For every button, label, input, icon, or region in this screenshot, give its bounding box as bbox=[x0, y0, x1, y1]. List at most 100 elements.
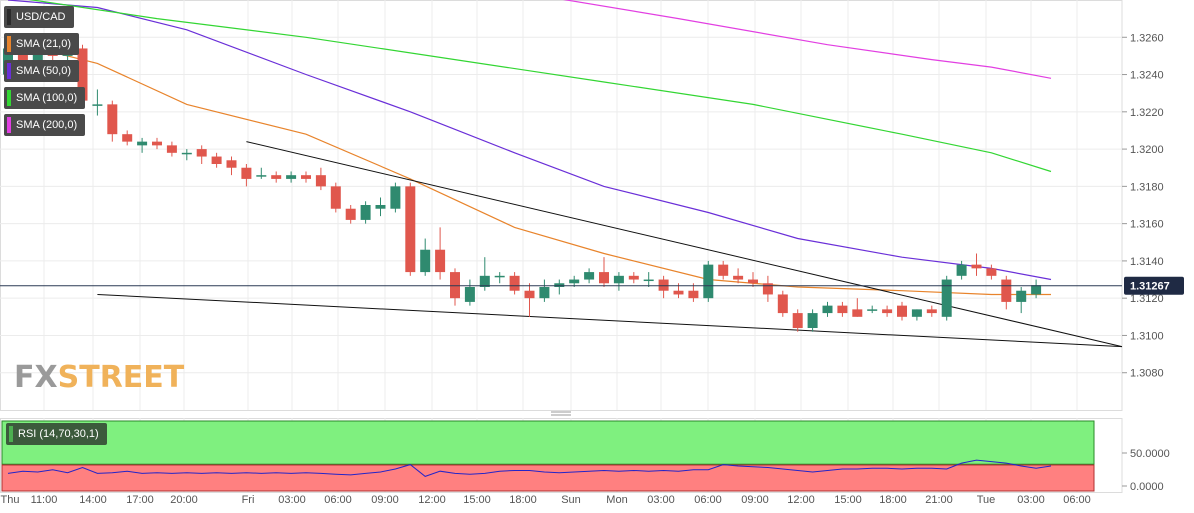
time-tick-label: Mon bbox=[606, 494, 627, 506]
rsi-swatch bbox=[9, 426, 13, 442]
trend-line bbox=[97, 293, 1123, 348]
time-tick-label: 18:00 bbox=[509, 494, 537, 506]
time-tick-label: 12:00 bbox=[787, 494, 815, 506]
candle-body bbox=[673, 290, 684, 295]
legend-item: SMA (200,0) bbox=[4, 114, 86, 136]
candle bbox=[733, 268, 744, 284]
candle bbox=[539, 279, 550, 302]
sma-line bbox=[28, 0, 1052, 173]
candle bbox=[1001, 275, 1012, 310]
time-tick-label: 06:00 bbox=[324, 494, 352, 506]
time-tick-label: 06:00 bbox=[694, 494, 722, 506]
candle-body bbox=[122, 134, 133, 142]
symbol-swatch bbox=[7, 9, 11, 25]
candle-body bbox=[390, 186, 401, 209]
candle bbox=[181, 149, 192, 161]
legend-item: SMA (50,0) bbox=[4, 60, 80, 82]
candle bbox=[375, 197, 386, 217]
candle bbox=[613, 272, 624, 291]
candle-body bbox=[777, 294, 788, 314]
candle-body bbox=[181, 152, 192, 155]
candle bbox=[762, 275, 773, 302]
fxstreet-watermark: FXSTREET bbox=[14, 360, 185, 395]
candle-body bbox=[703, 264, 714, 299]
price-axis: 1.3260 1.3240 1.3220 1.3200 1.3180 1.3160 1.31… bbox=[1122, 32, 1164, 380]
candle bbox=[122, 130, 133, 146]
candle-body bbox=[345, 208, 356, 220]
candle bbox=[554, 279, 565, 295]
candle bbox=[315, 167, 326, 191]
candle-body bbox=[107, 104, 118, 135]
time-tick-label: 21:00 bbox=[925, 494, 953, 506]
price-tick-label: 1.3080 bbox=[1130, 368, 1164, 380]
time-tick-label: 12:00 bbox=[418, 494, 446, 506]
candle bbox=[703, 260, 714, 302]
sma-line bbox=[7, 40, 1051, 296]
legend-label: SMA (21,0) bbox=[16, 38, 72, 50]
candle-body bbox=[137, 141, 148, 146]
candle bbox=[211, 152, 222, 168]
legend-item: SMA (21,0) bbox=[4, 33, 80, 55]
candle-body bbox=[792, 313, 803, 328]
candle bbox=[509, 272, 520, 295]
rsi-panel: 50.0000 0.0000 bbox=[1, 420, 1170, 493]
time-tick-label: 09:00 bbox=[741, 494, 769, 506]
candle-body bbox=[301, 175, 311, 179]
candle-body bbox=[211, 156, 222, 164]
candle bbox=[450, 268, 460, 306]
candle-body bbox=[1031, 285, 1042, 295]
sma-line bbox=[7, 0, 1052, 281]
trend-line bbox=[246, 141, 1123, 348]
candle bbox=[92, 89, 103, 116]
candle-body bbox=[286, 175, 297, 179]
time-tick-label: 03:00 bbox=[647, 494, 675, 506]
price-tick-label: 1.3160 bbox=[1130, 219, 1164, 231]
candle-body bbox=[1001, 279, 1012, 302]
candle-body bbox=[554, 283, 565, 287]
candle-body bbox=[718, 264, 729, 276]
time-tick-label: 18:00 bbox=[879, 494, 907, 506]
candle bbox=[837, 301, 848, 317]
candle bbox=[330, 182, 341, 213]
price-tick-label: 1.3100 bbox=[1130, 330, 1164, 342]
legend-swatch bbox=[7, 90, 11, 106]
candle bbox=[152, 137, 162, 150]
symbol-text: USD/CAD bbox=[16, 11, 66, 23]
candle-body bbox=[569, 279, 580, 284]
candle-body bbox=[599, 272, 609, 284]
candle-body bbox=[897, 305, 907, 317]
candle-body bbox=[360, 205, 371, 220]
candle bbox=[822, 301, 833, 317]
candle-body bbox=[32, 44, 43, 75]
price-panel-frame bbox=[0, 0, 1123, 411]
candle bbox=[271, 171, 282, 183]
candle-body bbox=[688, 290, 699, 299]
price-tick-label: 1.3180 bbox=[1130, 181, 1164, 193]
legend-label: SMA (100,0) bbox=[16, 92, 78, 104]
legend-label: SMA (200,0) bbox=[16, 119, 78, 131]
candle bbox=[301, 171, 311, 183]
candle bbox=[241, 164, 252, 187]
legend-item: SMA (100,0) bbox=[4, 87, 86, 109]
symbol-label: USD/CAD bbox=[4, 6, 74, 28]
candle bbox=[360, 201, 371, 224]
candle-body bbox=[941, 279, 952, 317]
candle bbox=[345, 205, 356, 224]
candle-body bbox=[971, 264, 982, 269]
candle bbox=[226, 156, 237, 176]
time-tick-label: 11:00 bbox=[31, 494, 58, 506]
candle bbox=[405, 182, 416, 276]
candle bbox=[107, 100, 118, 142]
candle bbox=[1031, 279, 1042, 299]
candle bbox=[792, 309, 803, 332]
candle bbox=[137, 137, 148, 153]
candle-body bbox=[494, 275, 505, 278]
time-tick-label: Fri bbox=[242, 494, 255, 506]
last-price-label: 1.31267 bbox=[1130, 281, 1170, 293]
watermark-street: STREET bbox=[58, 360, 185, 395]
candle bbox=[986, 264, 997, 280]
rsi-tick-label: 0.0000 bbox=[1130, 481, 1164, 493]
candle-body bbox=[837, 305, 848, 314]
